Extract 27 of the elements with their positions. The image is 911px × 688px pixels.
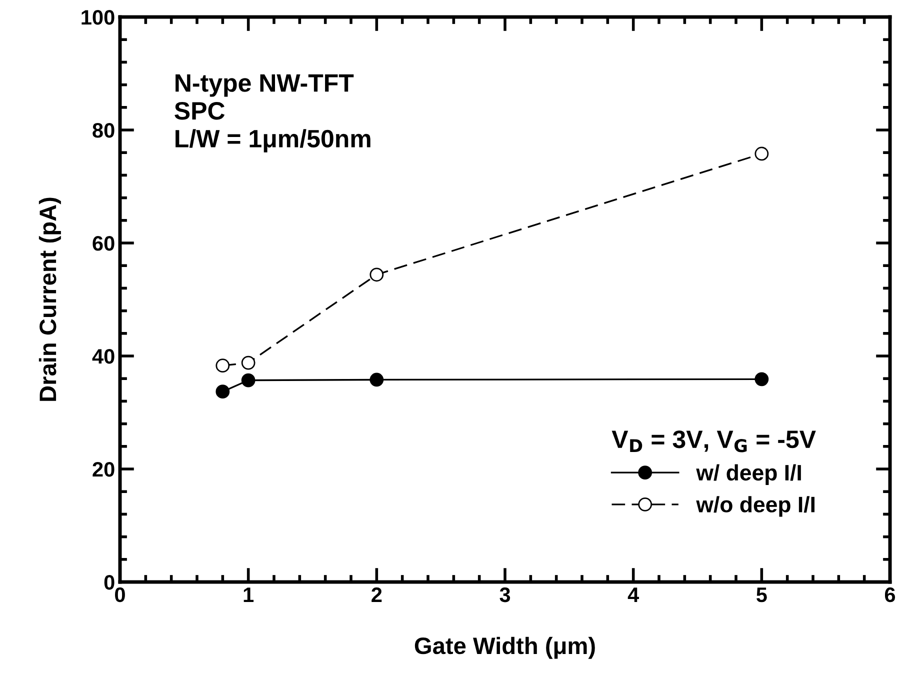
y-tick-label: 20 xyxy=(92,462,114,477)
y-tick-label: 80 xyxy=(92,123,114,138)
x-tick-label: 5 xyxy=(756,588,767,602)
x-tick-label: 0 xyxy=(115,587,125,602)
point xyxy=(754,372,769,386)
legend-label: w/ deep I/I xyxy=(696,464,801,485)
legend-label: w/o deep I/I xyxy=(696,496,814,517)
x-tick-label: 3 xyxy=(500,587,510,602)
y-tick-label: 40 xyxy=(92,349,114,364)
point xyxy=(370,268,384,282)
x-tick-label: 4 xyxy=(628,588,640,602)
point xyxy=(241,373,256,388)
point xyxy=(241,356,256,370)
y-axis-title: Drain Current (pA) xyxy=(38,198,61,401)
y-tick-label: 0 xyxy=(104,575,114,590)
x-axis-title: Gate Width (μm) xyxy=(414,636,595,659)
point xyxy=(370,372,384,387)
point xyxy=(754,146,769,161)
x-tick-label: 6 xyxy=(884,587,896,602)
y-tick-label: 100 xyxy=(82,10,114,25)
legend-title: V$_{D}$ = 3V, V$_{G}$ = -5V xyxy=(612,430,816,452)
point xyxy=(216,384,230,399)
x-tick-label: 2 xyxy=(372,587,382,602)
x-tick-label: 1 xyxy=(244,588,254,602)
point xyxy=(216,358,230,373)
y-tick-label: 60 xyxy=(92,236,114,251)
annotation: N-type NW-TFT SPC L/W = 1μm/50nm xyxy=(174,74,370,152)
